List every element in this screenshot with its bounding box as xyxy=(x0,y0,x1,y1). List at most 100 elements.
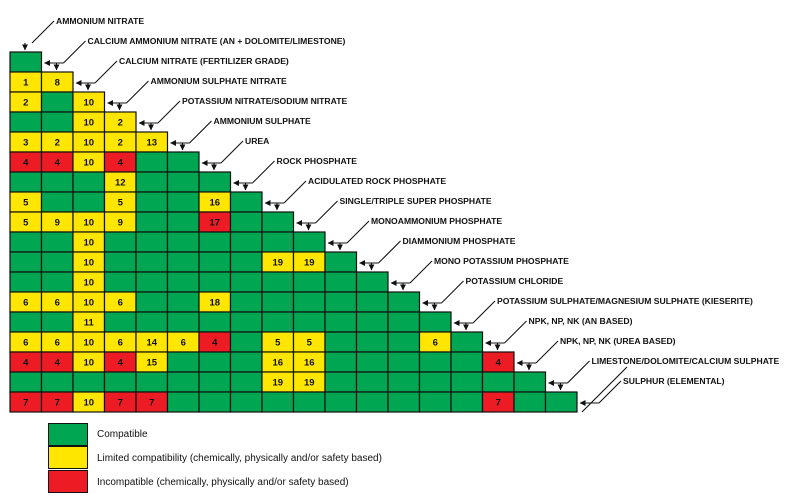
cell-note-number: 2 xyxy=(118,118,123,129)
matrix-cell xyxy=(166,171,200,193)
matrix-cell xyxy=(229,191,263,213)
matrix-cell xyxy=(40,311,74,333)
matrix-cell xyxy=(9,251,43,273)
material-label: AMMONIUM NITRATE xyxy=(56,16,144,26)
cell-note-number: 2 xyxy=(23,98,28,109)
legend-swatch-compatible xyxy=(48,422,88,446)
label-leader-line xyxy=(598,380,622,404)
matrix-cell xyxy=(324,311,358,333)
material-label: SINGLE/TRIPLE SUPER PHOSPHATE xyxy=(340,196,492,206)
cell-note-number: 3 xyxy=(23,138,28,149)
matrix-cell xyxy=(103,271,137,293)
matrix-cell xyxy=(103,231,137,253)
label-leader-line xyxy=(283,180,307,204)
matrix-cell xyxy=(229,251,263,273)
matrix-cell xyxy=(292,311,326,333)
cell-note-number: 6 xyxy=(118,298,123,309)
cell-note-number: 8 xyxy=(55,78,60,89)
legend-swatch-incompatible xyxy=(48,469,88,493)
matrix-cell xyxy=(135,231,169,253)
legend-label: Limited compatibility (chemically, physi… xyxy=(97,452,382,464)
matrix-cell xyxy=(135,191,169,213)
matrix-cell xyxy=(355,391,389,413)
matrix-cell xyxy=(9,171,43,193)
matrix-cell xyxy=(9,51,43,73)
matrix-cell xyxy=(229,331,263,353)
matrix-cell xyxy=(166,371,200,393)
corner-edge-line xyxy=(581,366,628,413)
cell-note-number: 5 xyxy=(23,198,29,209)
cell-note-number: 6 xyxy=(55,338,60,349)
matrix-cell xyxy=(229,291,263,313)
matrix-cell xyxy=(450,351,484,373)
matrix-cell xyxy=(198,371,232,393)
cell-note-number: 10 xyxy=(83,158,94,169)
cell-note-number: 6 xyxy=(433,338,438,349)
matrix-cell xyxy=(166,251,200,273)
matrix-cell xyxy=(40,271,74,293)
cell-note-number: 19 xyxy=(272,378,283,389)
cell-note-number: 4 xyxy=(496,358,502,369)
matrix-cell xyxy=(292,231,326,253)
matrix-cell xyxy=(72,171,106,193)
matrix-cell xyxy=(355,291,389,313)
cell-note-number: 15 xyxy=(146,358,157,369)
matrix-cell xyxy=(166,311,200,333)
label-leader-line xyxy=(189,120,212,144)
cell-note-number: 10 xyxy=(83,138,94,149)
matrix-cell xyxy=(40,191,74,213)
matrix-cell xyxy=(229,351,263,373)
matrix-cell xyxy=(292,271,326,293)
matrix-cell xyxy=(229,311,263,333)
matrix-cell xyxy=(355,311,389,333)
label-leader-line xyxy=(346,220,370,244)
matrix-cell xyxy=(135,271,169,293)
cell-note-number: 19 xyxy=(272,258,283,269)
matrix-cell xyxy=(9,271,43,293)
cell-note-number: 19 xyxy=(304,258,315,269)
matrix-cell xyxy=(166,151,200,173)
matrix-cell xyxy=(324,351,358,373)
label-leader-line xyxy=(126,80,149,104)
cell-note-number: 4 xyxy=(55,158,61,169)
material-label: UREA xyxy=(245,136,269,146)
label-leader-line xyxy=(220,140,244,164)
cell-note-number: 14 xyxy=(146,338,157,349)
matrix-cell xyxy=(40,171,74,193)
matrix-cell xyxy=(9,231,43,253)
matrix-cell xyxy=(229,371,263,393)
label-leader-line xyxy=(94,60,118,84)
matrix-cell xyxy=(135,171,169,193)
matrix-cell xyxy=(387,391,421,413)
cell-note-number: 6 xyxy=(118,338,123,349)
matrix-cell xyxy=(261,391,295,413)
matrix-cell xyxy=(261,311,295,333)
cell-note-number: 10 xyxy=(83,238,94,249)
matrix-cell xyxy=(166,271,200,293)
matrix-cell xyxy=(261,211,295,233)
cell-note-number: 2 xyxy=(55,138,60,149)
material-label: ROCK PHOSPHATE xyxy=(277,156,358,166)
matrix-cell xyxy=(166,191,200,213)
cell-note-number: 16 xyxy=(272,358,283,369)
label-leader-line xyxy=(252,160,275,184)
material-label: NPK, NP, NK (AN BASED) xyxy=(529,316,633,326)
cell-note-number: 6 xyxy=(23,338,28,349)
matrix-cell xyxy=(166,391,200,413)
material-label: CALCIUM NITRATE (FERTILIZER GRADE) xyxy=(119,56,289,66)
matrix-cell xyxy=(198,351,232,373)
cell-note-number: 9 xyxy=(118,218,123,229)
matrix-cell xyxy=(261,271,295,293)
matrix-cell xyxy=(198,251,232,273)
matrix-cell xyxy=(324,331,358,353)
matrix-cell xyxy=(229,211,263,233)
matrix-cell xyxy=(418,391,452,413)
cell-note-number: 4 xyxy=(55,358,61,369)
matrix-cell xyxy=(513,371,547,393)
cell-note-number: 5 xyxy=(23,218,29,229)
matrix-cell xyxy=(292,391,326,413)
matrix-cell xyxy=(229,231,263,253)
matrix-cell xyxy=(9,371,43,393)
cell-note-number: 16 xyxy=(209,198,220,209)
